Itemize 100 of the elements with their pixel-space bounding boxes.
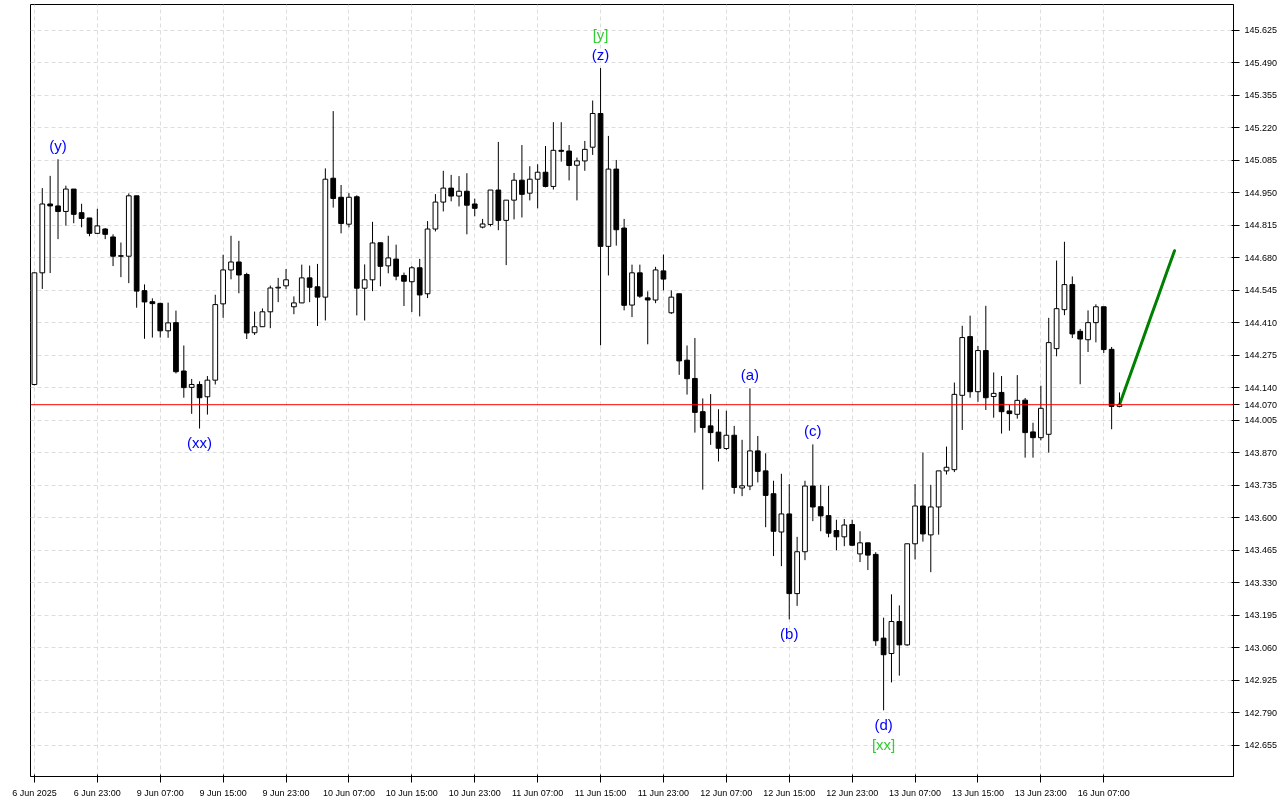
candlestick — [849, 519, 856, 547]
candlestick — [283, 268, 289, 290]
candlestick — [408, 265, 415, 313]
candlestick — [526, 165, 533, 201]
annotation: [y] — [592, 25, 609, 43]
candlestick — [94, 208, 101, 235]
y-tick-label: 145.220 — [1244, 122, 1278, 133]
candlestick — [519, 144, 525, 218]
candlestick — [896, 604, 903, 677]
candlestick — [865, 542, 871, 571]
annotation: (xx) — [187, 434, 213, 452]
candlestick — [165, 302, 171, 339]
candlestick — [739, 439, 745, 497]
y-tick-label: 143.330 — [1244, 577, 1278, 588]
annotation: [xx] — [871, 735, 896, 753]
x-tick-label: 10 Jun 15:00 — [385, 787, 438, 798]
candlestick — [723, 410, 730, 451]
candlestick — [314, 263, 321, 327]
candlestick — [47, 175, 54, 274]
candlestick — [1093, 303, 1099, 343]
y-tick-label: 142.790 — [1244, 707, 1278, 718]
candlestick — [637, 264, 643, 299]
x-tick-label: 13 Jun 15:00 — [951, 787, 1004, 798]
candlestick — [385, 235, 392, 274]
candlestick — [464, 172, 470, 235]
x-tick-label: 12 Jun 15:00 — [763, 787, 816, 798]
y-tick-label: 144.545 — [1244, 285, 1278, 296]
candlestick — [456, 175, 462, 207]
annotation: (d) — [874, 715, 893, 733]
candlestick — [440, 170, 447, 212]
candlestick — [558, 121, 565, 163]
candlestick — [503, 199, 510, 266]
annotation: (c) — [804, 421, 822, 439]
y-tick-label: 144.950 — [1244, 187, 1278, 198]
y-tick-label: 145.625 — [1244, 25, 1278, 36]
candlestick — [228, 235, 234, 280]
candlestick — [534, 163, 541, 209]
candlestick — [448, 174, 455, 202]
x-tick-label: 9 Jun 23:00 — [262, 787, 310, 798]
candlestick — [330, 110, 337, 209]
annotation: (y) — [49, 136, 67, 154]
y-tick-label: 143.195 — [1244, 610, 1278, 621]
candlestick — [63, 185, 69, 227]
x-tick-label: 13 Jun 07:00 — [889, 787, 942, 798]
candlestick — [118, 242, 124, 278]
x-tick-label: 13 Jun 23:00 — [1014, 787, 1067, 798]
candlestick — [180, 345, 187, 399]
candlestick — [841, 518, 848, 547]
candlestick — [236, 240, 242, 294]
y-tick-label: 143.600 — [1244, 512, 1278, 523]
candlestick — [644, 290, 651, 345]
candlestick — [581, 140, 588, 172]
x-tick-label: 6 Jun 23:00 — [73, 787, 121, 798]
candlestick — [141, 283, 148, 340]
y-tick-label: 143.465 — [1244, 545, 1278, 556]
candlestick — [291, 295, 297, 315]
y-tick-label: 144.275 — [1244, 350, 1278, 361]
candlestick — [817, 484, 824, 532]
candlestick — [267, 285, 274, 329]
y-tick-label: 144.140 — [1244, 382, 1278, 393]
x-tick-label: 9 Jun 07:00 — [136, 787, 184, 798]
y-tick-label: 143.060 — [1244, 642, 1278, 653]
candlestick — [668, 289, 675, 315]
candlestick — [511, 172, 517, 220]
candlestick — [1077, 328, 1084, 385]
x-tick-label: 9 Jun 15:00 — [199, 787, 247, 798]
candlestick — [699, 397, 706, 491]
candlestick — [857, 530, 863, 563]
x-tick-label: 12 Jun 07:00 — [700, 787, 753, 798]
line-series — [1117, 249, 1177, 407]
candlestick — [1014, 374, 1021, 420]
candlestick — [188, 378, 195, 415]
candlestick — [259, 307, 266, 328]
x-tick-label: 6 Jun 2025 — [12, 787, 57, 798]
candlestick — [574, 157, 580, 201]
x-tick-label: 10 Jun 07:00 — [322, 787, 375, 798]
candlestick — [275, 277, 282, 303]
y-tick-label: 144.005 — [1244, 415, 1278, 426]
candlestick — [251, 311, 258, 336]
candlestick — [809, 443, 816, 522]
candlestick — [393, 244, 399, 281]
y-tick-label: 145.490 — [1244, 57, 1278, 68]
candlestick — [1030, 422, 1036, 459]
candlestick — [566, 144, 572, 181]
x-tick-label: 10 Jun 23:00 — [448, 787, 501, 798]
x-tick-label: 11 Jun 07:00 — [511, 787, 564, 798]
y-tick-label: 142.655 — [1244, 740, 1278, 751]
candlestick — [1085, 309, 1091, 353]
candlestick — [754, 435, 761, 483]
annotation: (z) — [591, 45, 610, 63]
candlestick — [55, 158, 61, 240]
x-tick-label: 11 Jun 15:00 — [574, 787, 627, 798]
y-tick-label: 144.410 — [1244, 317, 1278, 328]
y-tick-label: 143.735 — [1244, 480, 1278, 491]
y-tick-label: 145.355 — [1244, 90, 1278, 101]
x-tick-label: 12 Jun 23:00 — [826, 787, 879, 798]
x-tick-label: 16 Jun 07:00 — [1077, 787, 1130, 798]
candlestick — [401, 272, 407, 307]
candlestick — [361, 263, 368, 321]
candlestick — [149, 297, 156, 339]
